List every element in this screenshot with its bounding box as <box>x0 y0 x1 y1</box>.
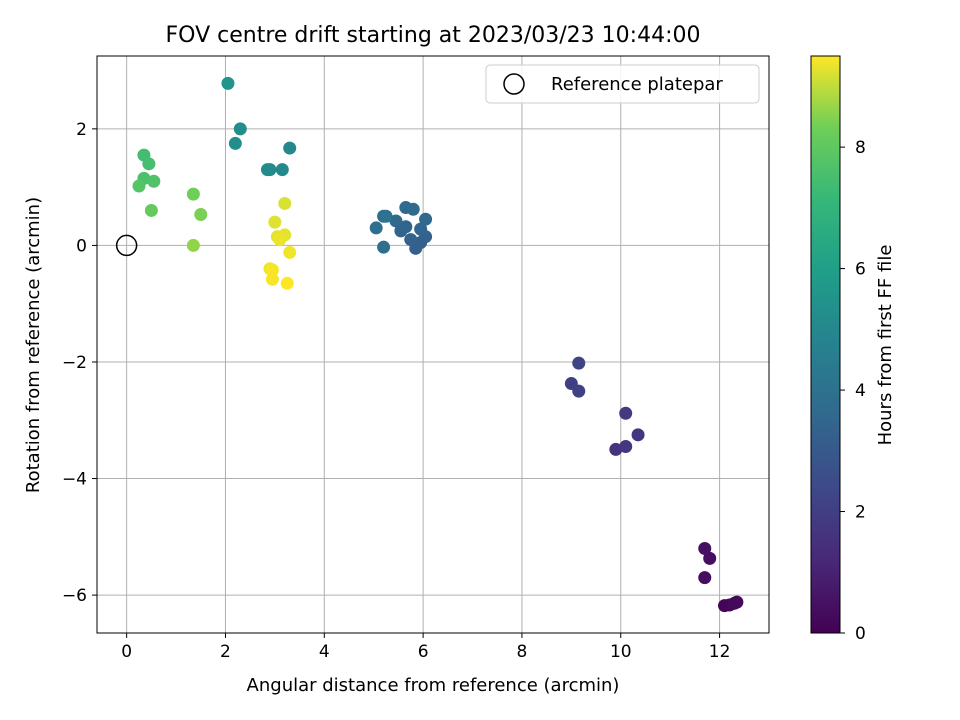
data-point <box>379 209 393 223</box>
data-point <box>132 179 146 193</box>
data-point <box>698 571 712 585</box>
x-tick-label: 12 <box>709 642 731 662</box>
x-tick-label: 2 <box>220 642 231 662</box>
colorbar-tick-label: 0 <box>855 624 866 644</box>
data-point <box>283 141 297 155</box>
data-point <box>194 208 208 222</box>
data-point <box>377 240 391 254</box>
x-tick-label: 4 <box>319 642 330 662</box>
colorbar-tick-label: 4 <box>855 381 866 401</box>
data-point <box>631 428 645 442</box>
y-axis-label: Rotation from reference (arcmin) <box>23 197 44 493</box>
data-point <box>268 215 282 229</box>
y-tick-label: 0 <box>76 236 87 256</box>
data-point <box>698 541 712 555</box>
data-point <box>278 196 292 210</box>
data-points <box>132 76 744 613</box>
data-point <box>703 551 717 565</box>
data-point <box>273 233 287 247</box>
legend-entry-reference-platepar: Reference platepar <box>551 74 723 95</box>
data-point <box>406 202 420 216</box>
data-point <box>404 233 418 247</box>
data-point <box>730 595 744 609</box>
data-point <box>265 272 279 286</box>
y-axis-ticks: −6 −4 −2 0 2 <box>62 120 97 606</box>
reference-marker-layer <box>115 234 138 257</box>
data-point <box>369 221 383 235</box>
y-tick-label: 2 <box>76 120 87 140</box>
data-point <box>572 384 586 398</box>
data-point <box>144 203 158 217</box>
data-point <box>186 187 200 201</box>
data-point <box>186 238 200 252</box>
data-point <box>619 439 633 453</box>
x-tick-label: 10 <box>610 642 632 662</box>
x-axis-label: Angular distance from reference (arcmin) <box>247 675 620 696</box>
plot-frame <box>96 55 770 634</box>
x-axis-ticks: 0 2 4 6 8 10 12 <box>121 633 730 662</box>
data-point <box>275 163 289 177</box>
reference-platepar-marker <box>115 234 138 257</box>
colorbar-label: Hours from first FF file <box>875 245 896 446</box>
y-tick-label: −6 <box>62 586 87 606</box>
colorbar-ticks: 0 2 4 6 8 <box>840 138 866 644</box>
data-point <box>233 122 247 136</box>
data-point <box>389 214 403 228</box>
data-point <box>221 76 235 90</box>
x-tick-label: 6 <box>418 642 429 662</box>
legend-box <box>485 64 760 104</box>
data-point <box>147 174 161 188</box>
data-point <box>263 163 277 177</box>
data-point <box>609 442 623 456</box>
data-point <box>283 245 297 259</box>
legend-reference-marker <box>503 73 525 95</box>
colorbar-tick-label: 2 <box>855 503 866 523</box>
data-point <box>142 157 156 171</box>
data-point <box>280 276 294 290</box>
data-point <box>572 356 586 370</box>
colorbar-tick-label: 8 <box>855 138 866 158</box>
y-tick-label: −4 <box>62 470 87 490</box>
colorbar: 0 2 4 6 8 Hours from first FF file <box>810 55 896 644</box>
y-tick-label: −2 <box>62 353 87 373</box>
data-point <box>414 222 428 236</box>
grid-lines <box>97 56 769 633</box>
legend: Reference platepar <box>485 64 760 104</box>
colorbar-tick-label: 6 <box>855 260 866 280</box>
data-point <box>419 212 433 226</box>
colorbar-gradient <box>810 55 841 634</box>
x-tick-label: 0 <box>121 642 132 662</box>
data-point <box>228 136 242 150</box>
x-tick-label: 8 <box>517 642 528 662</box>
chart-title: FOV centre drift starting at 2023/03/23 … <box>166 23 701 48</box>
data-point <box>399 220 413 234</box>
data-point <box>265 263 279 277</box>
data-point <box>619 406 633 420</box>
